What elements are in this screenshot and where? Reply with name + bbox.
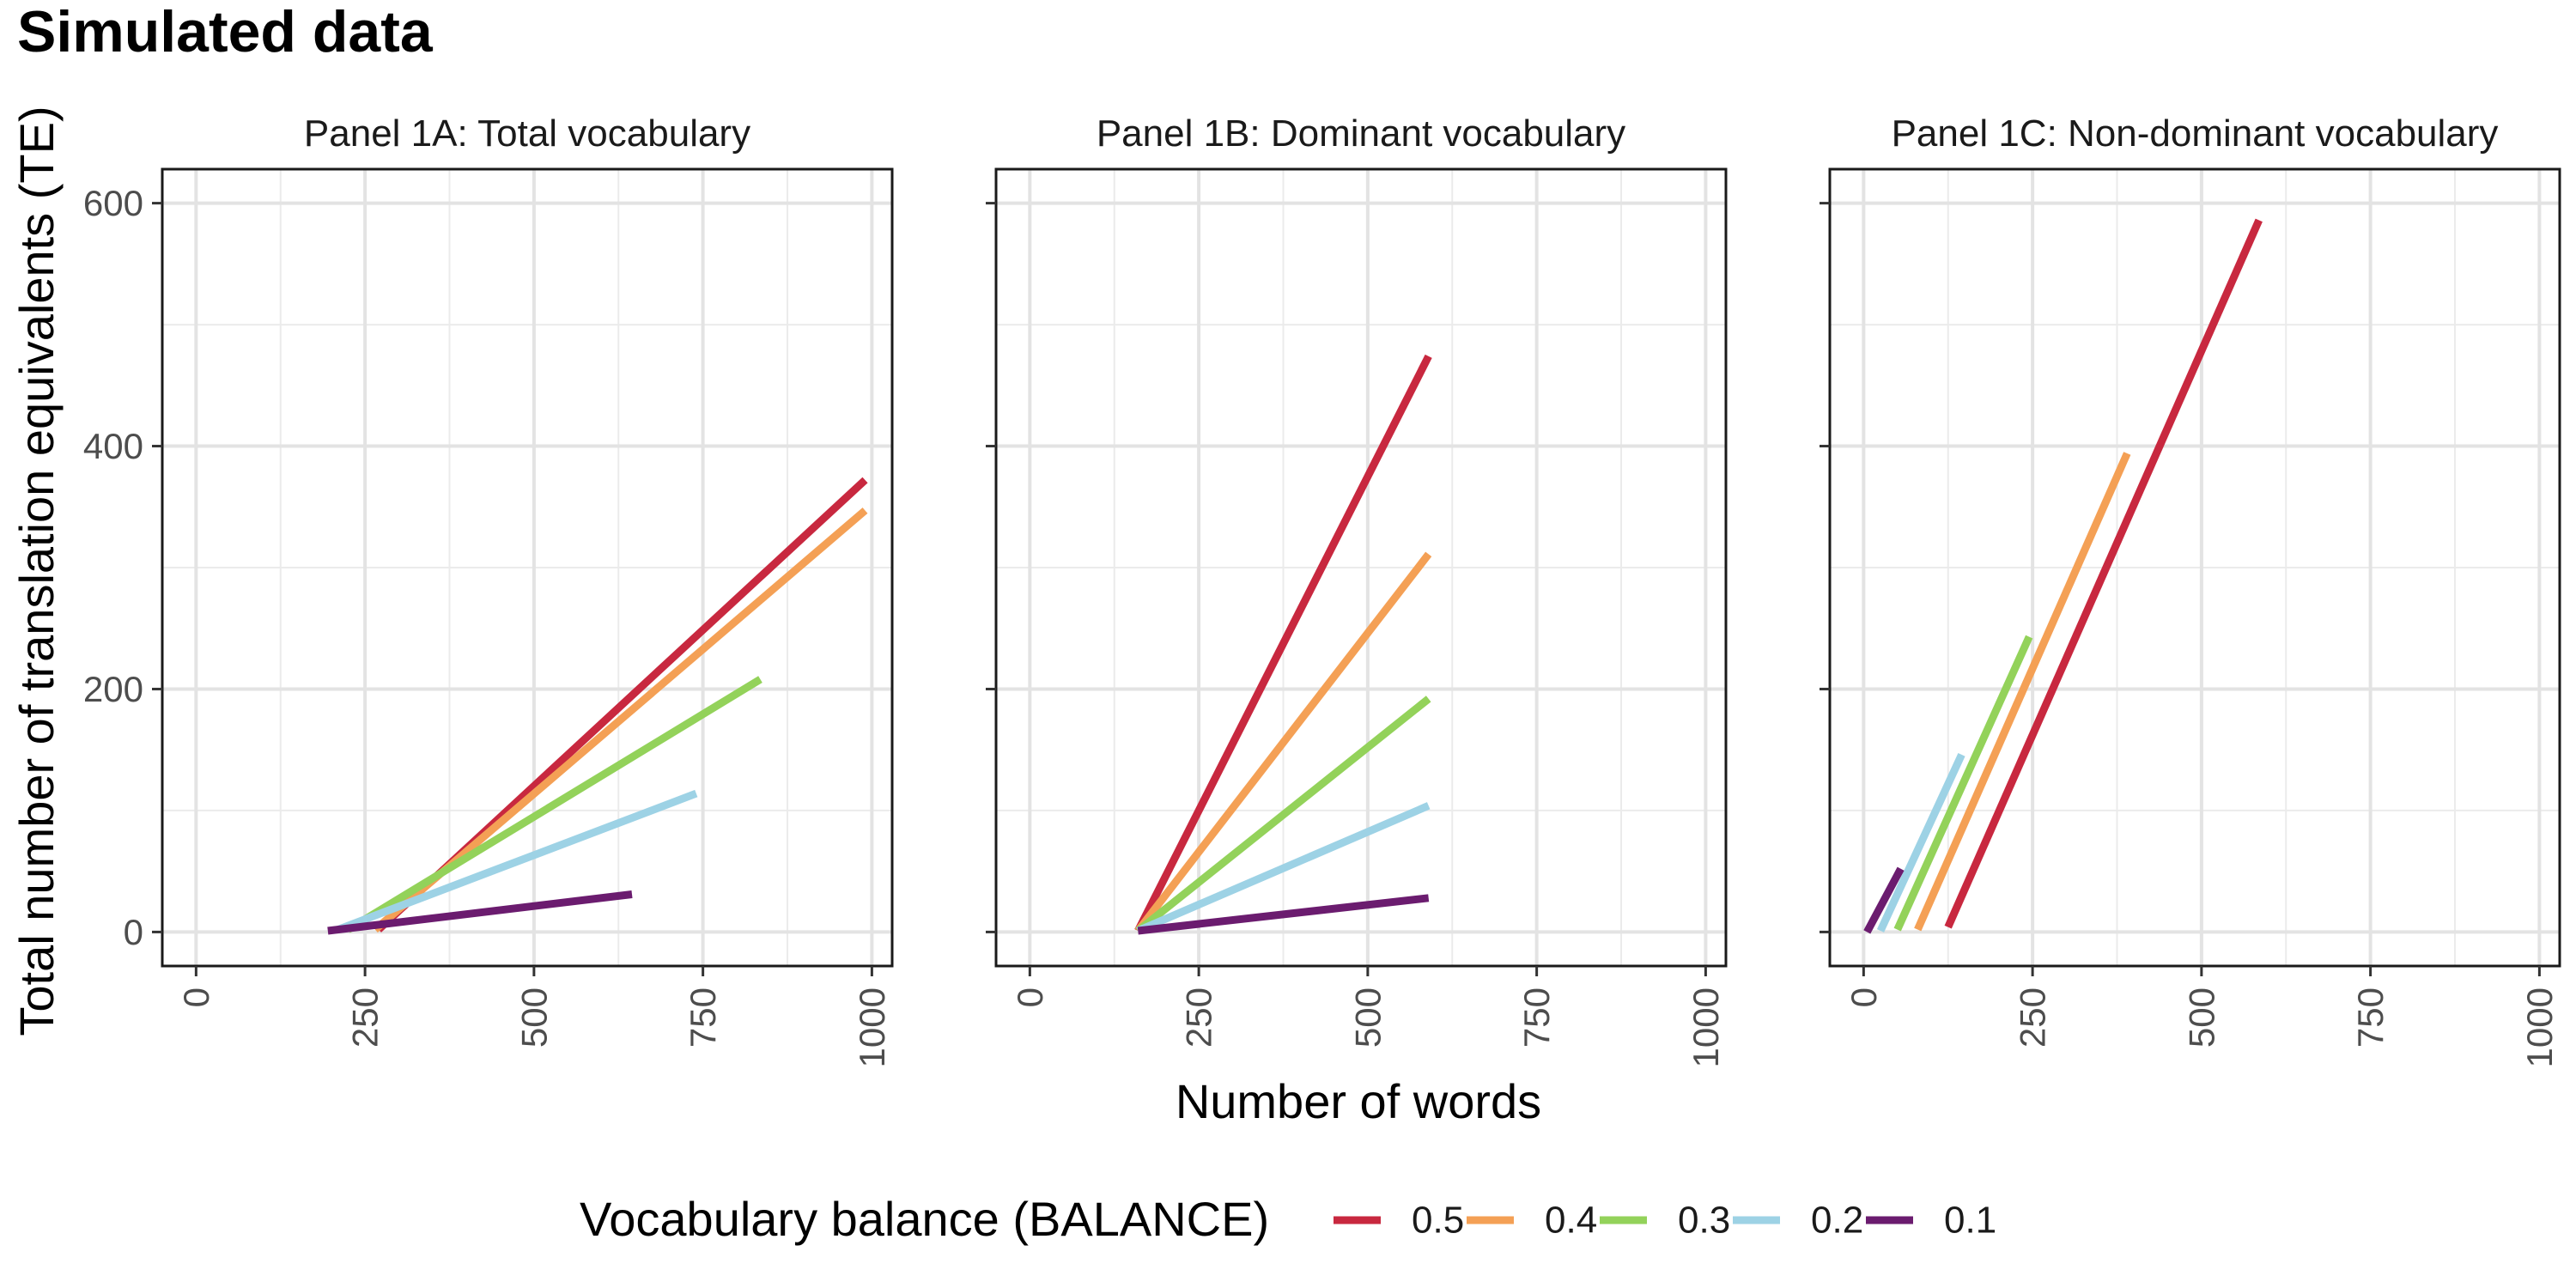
panel-border [1828, 167, 2561, 968]
legend-label: 0.4 [1545, 1200, 1597, 1242]
x-tick-label: 1000 [1686, 987, 1726, 1067]
series-line-0.1 [327, 890, 633, 935]
x-tick-label: 0 [1844, 987, 1884, 1007]
legend: Vocabulary balance (BALANCE) 0.5 0.4 0.3 0.2… [580, 1192, 1996, 1246]
series-line-0.1 [1137, 894, 1430, 935]
y-tick-label: 600 [83, 183, 143, 223]
x-tick-label: 1000 [2519, 987, 2560, 1067]
x-tick-label: 250 [345, 987, 386, 1048]
x-tick-label: 250 [1179, 987, 1219, 1048]
series-line-0.3 [346, 676, 762, 933]
x-tick-label: 0 [176, 987, 216, 1007]
series-line-0.3 [1893, 635, 2033, 932]
legend-item-0.5: 0.5 [1334, 1200, 1464, 1242]
x-tick-label: 750 [683, 987, 723, 1048]
panel-border [994, 167, 1728, 968]
x-tick-label: 250 [2013, 987, 2053, 1048]
y-axis-label: Total number of translation equivalents … [9, 106, 64, 1036]
series-line-0.3 [1135, 696, 1431, 934]
figure-title: Simulated data [17, 0, 434, 64]
panel-3: Panel 1C: Non-dominant vocabulary 0 250 500… [1820, 112, 2561, 1067]
legend-item-0.2: 0.2 [1733, 1200, 1863, 1242]
series-line-0.2 [1876, 753, 1965, 933]
legend-item-0.3: 0.3 [1600, 1200, 1730, 1242]
series-line-0.2 [1136, 802, 1431, 935]
series-line-0.5 [1944, 218, 2263, 929]
y-tick-label: 400 [83, 426, 143, 466]
panel-title: Panel 1A: Total vocabulary [304, 112, 750, 155]
x-tick-label: 750 [2350, 987, 2391, 1048]
y-tick-label: 200 [83, 669, 143, 709]
series-line-0.4 [1914, 452, 2131, 932]
panel-title: Panel 1C: Non-dominant vocabulary [1892, 112, 2499, 155]
x-axis-label: Number of words [1176, 1074, 1541, 1128]
x-tick-label: 1000 [852, 987, 892, 1067]
legend-item-0.1: 0.1 [1866, 1200, 1996, 1242]
panels: Panel 1A: Total vocabulary 0 250 500 750 1000… [83, 112, 2561, 1067]
y-tick-label: 0 [124, 912, 143, 952]
x-tick-label: 500 [1347, 987, 1388, 1048]
panel-2: Panel 1B: Dominant vocabulary 0 250 500 750 1… [986, 112, 1728, 1067]
legend-label: 0.3 [1678, 1200, 1730, 1242]
legend-label: 0.1 [1944, 1200, 1996, 1242]
x-tick-label: 0 [1010, 987, 1050, 1007]
x-tick-label: 750 [1516, 987, 1557, 1048]
series-line-0.5 [1134, 354, 1432, 933]
legend-label: 0.5 [1412, 1200, 1464, 1242]
series-line-0.1 [1863, 866, 1905, 934]
x-tick-label: 500 [2181, 987, 2221, 1048]
legend-label: 0.2 [1811, 1200, 1863, 1242]
series-line-0.4 [1134, 551, 1432, 933]
panel-1: Panel 1A: Total vocabulary 0 250 500 750 1000… [83, 112, 894, 1067]
x-tick-label: 500 [513, 987, 554, 1048]
legend-item-0.4: 0.4 [1467, 1200, 1597, 1242]
series-line-0.2 [337, 789, 698, 933]
panel-border [161, 167, 894, 968]
legend-title: Vocabulary balance (BALANCE) [580, 1192, 1269, 1246]
panel-title: Panel 1B: Dominant vocabulary [1097, 112, 1625, 155]
